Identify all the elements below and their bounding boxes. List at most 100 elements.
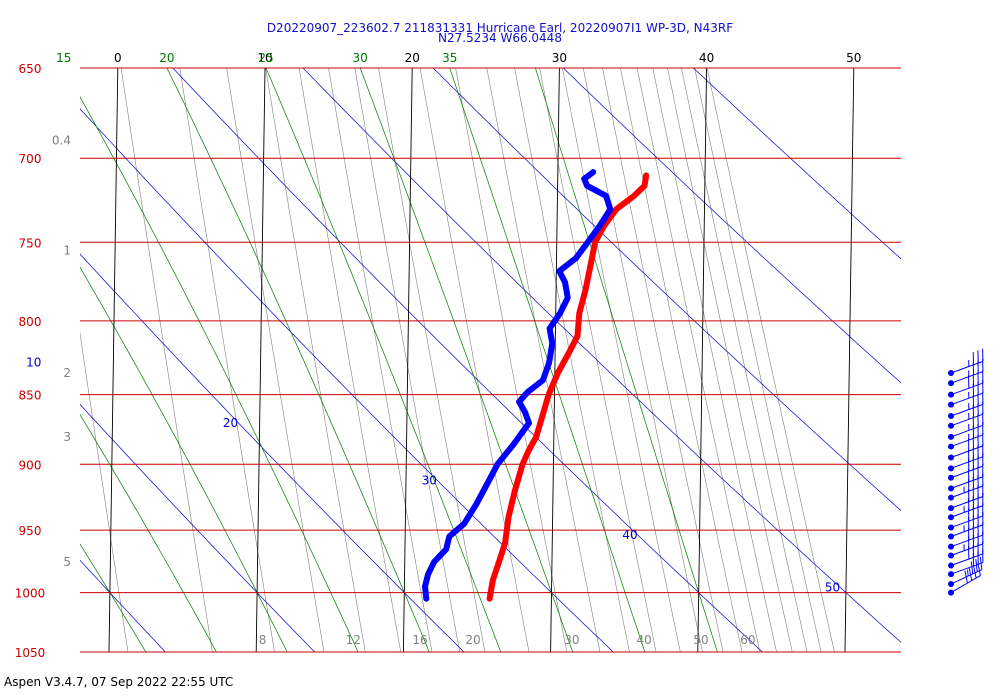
height-label: 1: [63, 243, 71, 257]
dewpoint-trace: [422, 169, 614, 602]
isotherm: [255, 68, 266, 652]
mixing-ratio-line: [328, 68, 433, 652]
mixing-ratio-label: 8: [259, 633, 267, 647]
mixing-ratio-line: [179, 68, 275, 652]
height-label: 2: [63, 366, 71, 380]
dry-adiabat-label: 30: [422, 473, 437, 487]
diagram-grid: [0, 49, 1000, 663]
mixing-ratio-line: [539, 68, 657, 652]
dry-adiabat: [172, 68, 764, 652]
moist-adiabat-label: 15: [56, 51, 71, 65]
height-label: 5: [63, 555, 71, 569]
mixing-ratio-line: [226, 68, 325, 652]
wind-barb: [948, 557, 983, 588]
mixing-ratio-line: [298, 68, 402, 652]
mixing-ratio-label: 20: [465, 633, 480, 647]
dry-adiabat: [80, 559, 166, 652]
isotherm: [108, 68, 119, 652]
isotherm: [844, 68, 855, 652]
mixing-ratio-line: [419, 68, 530, 652]
mixing-ratio-line: [561, 68, 681, 652]
pressure-tick-label: 650: [19, 62, 42, 76]
mixing-ratio-label: 40: [636, 633, 651, 647]
dry-adiabat-label: 40: [622, 528, 637, 542]
dry-adiabat-label: 50: [825, 581, 840, 595]
chart-subtitle: N27.5234 W66.0448: [438, 31, 562, 45]
mixing-ratio-label: 12: [346, 633, 361, 647]
wind-barb: [948, 512, 984, 540]
moist-adiabat: [0, 49, 12, 663]
mixing-ratio-line: [681, 68, 808, 652]
isotherm-label: 30: [552, 51, 567, 65]
wind-barb: [948, 492, 984, 521]
temperature-trace: [486, 172, 650, 602]
mixing-ratio-label: 50: [693, 633, 708, 647]
mixing-ratio-line: [486, 68, 601, 652]
height-label: 0.4: [52, 134, 71, 148]
dry-adiabat: [692, 68, 901, 260]
wind-barb: [948, 453, 984, 481]
wind-barb: [948, 391, 984, 419]
dry-adiabat-label: 20: [223, 416, 238, 430]
mixing-ratio-label: 60: [740, 633, 755, 647]
software-footer: Aspen V3.4.7, 07 Sep 2022 22:55 UTC: [4, 675, 234, 689]
mixing-ratio-line: [636, 68, 761, 652]
chart-title: D20220907_223602.7 211831331 Hurricane E…: [266, 21, 734, 35]
mixing-ratio-line: [706, 68, 835, 652]
wind-barbs: [948, 348, 984, 596]
isotherm: [550, 68, 560, 652]
dry-adiabat: [0, 49, 27, 663]
wind-barb: [948, 348, 984, 376]
isotherm-label: 40: [699, 51, 714, 65]
mixing-ratio-label: 16: [412, 633, 427, 647]
mixing-ratio-line: [354, 68, 461, 652]
isotherm-label: 0: [114, 51, 122, 65]
pressure-tick-label: 700: [19, 152, 42, 166]
mixing-ratio-line: [694, 68, 822, 652]
moist-adiabat: [166, 68, 430, 652]
isotherm-label: 10: [257, 51, 272, 65]
isotherm: [697, 68, 708, 652]
dry-adiabat-label: 10: [26, 356, 41, 370]
mixing-ratio-line: [652, 68, 777, 652]
moist-adiabat-label: 20: [159, 51, 174, 65]
sounding-traces: [422, 169, 650, 602]
pressure-tick-label: 800: [19, 315, 42, 329]
moist-adiabat: [449, 68, 646, 652]
wind-barb: [948, 380, 984, 408]
pressure-tick-label: 1000: [15, 587, 46, 601]
dry-adiabat: [302, 68, 901, 643]
moist-adiabat: [80, 413, 217, 652]
mixing-ratio-line: [120, 68, 213, 652]
isotherm-label: 20: [405, 51, 420, 65]
moist-adiabat: [80, 96, 359, 652]
moist-adiabat-label: 35: [442, 51, 457, 65]
dry-adiabat: [80, 403, 316, 652]
pressure-tick-label: 750: [19, 236, 42, 250]
moist-adiabat-label: 30: [353, 51, 368, 65]
dry-adiabat: [432, 68, 901, 512]
pressure-tick-label: 950: [19, 524, 42, 538]
isobars: [80, 67, 901, 653]
isotherm-label: 50: [846, 51, 861, 65]
mixing-ratio-line: [620, 68, 743, 652]
wind-barb: [948, 370, 984, 398]
wind-barb: [948, 563, 981, 596]
mixing-ratio-label: 30: [564, 633, 579, 647]
pressure-tick-label: 1050: [15, 646, 46, 660]
isotherm: [402, 68, 413, 652]
moist-adiabat-label: 25: [258, 51, 273, 65]
pressure-tick-label: 900: [19, 458, 42, 472]
mixing-ratio-line: [667, 68, 793, 652]
moist-adiabat: [80, 543, 147, 652]
height-label: 3: [63, 430, 71, 444]
moist-adiabat: [265, 68, 502, 652]
wind-barb: [948, 444, 984, 472]
pressure-tick-label: 850: [19, 389, 42, 403]
mixing-ratio-line: [582, 68, 703, 652]
moist-adiabat: [80, 266, 288, 652]
isotherm: [992, 68, 1000, 652]
dry-adiabat: [562, 68, 901, 384]
